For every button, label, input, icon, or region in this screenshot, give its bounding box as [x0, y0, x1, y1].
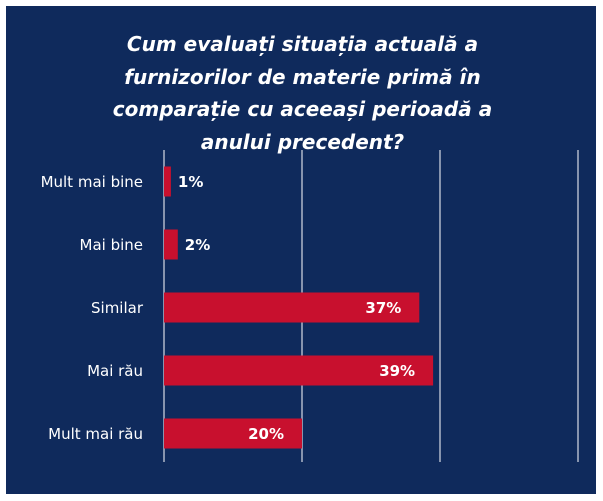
y-tick-label: Mai bine	[80, 236, 144, 254]
bar	[164, 418, 302, 449]
value-label: 37%	[365, 299, 401, 317]
value-label: 2%	[185, 236, 210, 254]
bar	[164, 355, 434, 386]
y-tick-label: Similar	[91, 299, 144, 317]
bar	[164, 229, 178, 260]
chart-background	[6, 6, 596, 494]
chart-title: Cum evaluați situația actuală a furnizor…	[112, 32, 493, 154]
y-tick-label: Mult mai bine	[41, 173, 143, 191]
y-tick-label: Mai rău	[87, 362, 143, 380]
value-label: 20%	[248, 425, 284, 443]
bar	[164, 166, 171, 197]
bar	[164, 292, 420, 323]
value-label: 1%	[178, 173, 203, 191]
value-label: 39%	[379, 362, 415, 380]
y-tick-label: Mult mai rău	[48, 425, 143, 443]
